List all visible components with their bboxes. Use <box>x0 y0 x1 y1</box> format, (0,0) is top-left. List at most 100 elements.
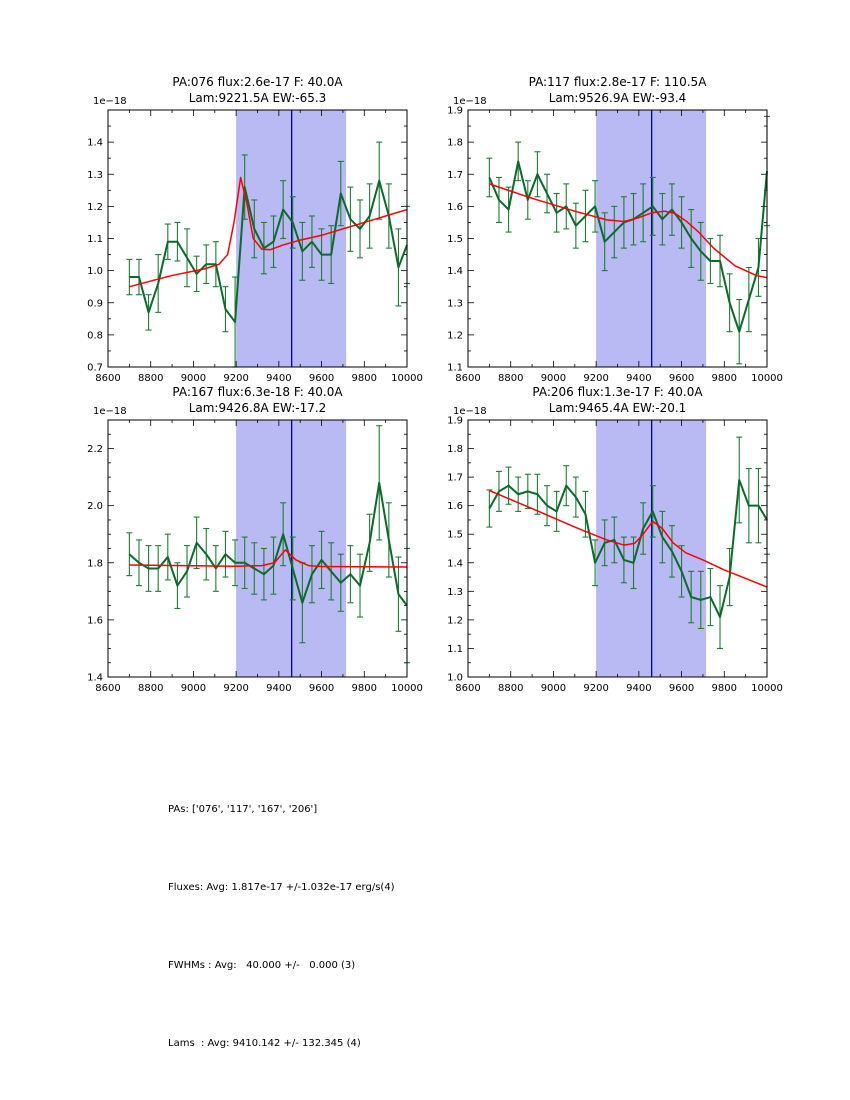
svg-text:1.4: 1.4 <box>447 266 463 277</box>
plot-area: 8600 8800 9000 9200 9400 9600 9800 10000 0.7 0.8 0… <box>87 109 423 384</box>
svg-text:9200: 9200 <box>583 373 608 384</box>
subplot-title-line2: Lam:9221.5A EW:-65.3 <box>189 91 327 105</box>
svg-text:1.0: 1.0 <box>87 266 103 277</box>
svg-text:10000: 10000 <box>391 683 423 694</box>
svg-text:1.7: 1.7 <box>447 473 463 484</box>
svg-text:8800: 8800 <box>138 683 163 694</box>
svg-text:8800: 8800 <box>138 373 163 384</box>
axis-tick-labels: 8600 8800 9000 9200 9400 9600 9800 10000 1.1 1.2 1… <box>447 106 783 385</box>
svg-text:1.5: 1.5 <box>447 530 463 541</box>
model-fit-line <box>489 183 768 279</box>
plot-area: 8600 8800 9000 9200 9400 9600 9800 10000 1.1 1.2 1… <box>447 106 783 385</box>
svg-text:1.4: 1.4 <box>447 558 463 569</box>
subplot-title-line1: PA:076 flux:2.6e-17 F: 40.0A <box>172 75 343 89</box>
plot-area: 8600 8800 9000 9200 9400 9600 9800 10000 1.4 1.6 1… <box>87 419 423 694</box>
plot-area: 8600 8800 9000 9200 9400 9600 9800 10000 1.0 1.1 1… <box>447 416 783 695</box>
axis-tick-labels: 8600 8800 9000 9200 9400 9600 9800 10000 1.0 1.1 1… <box>447 416 783 695</box>
svg-text:9200: 9200 <box>223 373 248 384</box>
subplot-pa167: PA:167 flux:6.3e-18 F: 40.0A Lam:9426.8A… <box>87 385 423 694</box>
subplot-title-line1: PA:117 flux:2.8e-17 F: 110.5A <box>529 75 708 89</box>
svg-text:1.2: 1.2 <box>87 202 103 213</box>
svg-text:1.4: 1.4 <box>87 138 103 149</box>
y-axis-offset-label: 1e−18 <box>93 406 127 417</box>
stats-line: PAs: ['076', '117', '167', '206'] <box>168 804 318 815</box>
svg-text:8600: 8600 <box>455 683 480 694</box>
y-axis-offset-label: 1e−18 <box>453 96 487 107</box>
svg-text:1.1: 1.1 <box>87 234 103 245</box>
svg-text:9400: 9400 <box>266 683 291 694</box>
svg-text:10000: 10000 <box>751 373 783 384</box>
svg-text:1.2: 1.2 <box>447 330 463 341</box>
subplot-pa206: PA:206 flux:1.3e-17 F: 40.0A Lam:9465.4A… <box>447 385 783 695</box>
svg-text:1.1: 1.1 <box>447 644 463 655</box>
subplot-title-line1: PA:167 flux:6.3e-18 F: 40.0A <box>172 385 343 399</box>
subplot-title-line1: PA:206 flux:1.3e-17 F: 40.0A <box>532 385 703 399</box>
svg-text:9000: 9000 <box>541 683 566 694</box>
spectrum-data-line <box>128 481 408 607</box>
svg-text:9800: 9800 <box>352 373 377 384</box>
stats-line: Lams : Avg: 9410.142 +/- 132.345 (4) <box>168 1038 361 1049</box>
axes-frame <box>107 109 408 368</box>
subplot-pa117: PA:117 flux:2.8e-17 F: 110.5A Lam:9526.9… <box>447 75 783 385</box>
svg-text:1.6: 1.6 <box>447 202 463 213</box>
svg-text:8800: 8800 <box>498 683 523 694</box>
svg-text:9600: 9600 <box>309 683 334 694</box>
svg-text:8800: 8800 <box>498 373 523 384</box>
svg-text:1.8: 1.8 <box>87 558 103 569</box>
axis-tick-labels: 8600 8800 9000 9200 9400 9600 9800 10000 1.4 1.6 1… <box>87 444 423 694</box>
svg-text:1.9: 1.9 <box>447 106 463 117</box>
svg-text:1.1: 1.1 <box>447 363 463 374</box>
subplot-pa076: PA:076 flux:2.6e-17 F: 40.0A Lam:9221.5A… <box>87 75 423 384</box>
svg-text:1.3: 1.3 <box>87 170 103 181</box>
svg-text:9200: 9200 <box>583 683 608 694</box>
stats-block: PAs: ['076', '117', '167', '206'] Fluxes… <box>168 745 395 1100</box>
svg-text:1.8: 1.8 <box>447 138 463 149</box>
svg-text:9200: 9200 <box>223 683 248 694</box>
subplot-title-line2: Lam:9465.4A EW:-20.1 <box>549 401 687 415</box>
svg-text:9600: 9600 <box>669 373 694 384</box>
spectrum-data-line <box>488 478 768 619</box>
axes-frame <box>467 419 768 678</box>
svg-text:2.2: 2.2 <box>87 444 103 455</box>
svg-text:1.5: 1.5 <box>447 234 463 245</box>
axis-tick-labels: 8600 8800 9000 9200 9400 9600 9800 10000 0.7 0.8 0… <box>87 138 423 384</box>
svg-text:1.3: 1.3 <box>447 587 463 598</box>
axes-frame <box>107 419 408 678</box>
svg-text:0.7: 0.7 <box>87 363 103 374</box>
svg-text:0.9: 0.9 <box>87 298 103 309</box>
svg-text:9600: 9600 <box>669 683 694 694</box>
y-axis-offset-label: 1e−18 <box>453 406 487 417</box>
svg-text:8600: 8600 <box>455 373 480 384</box>
svg-text:9800: 9800 <box>712 373 737 384</box>
svg-text:10000: 10000 <box>391 373 423 384</box>
svg-text:1.4: 1.4 <box>87 673 103 684</box>
svg-text:2.0: 2.0 <box>87 501 103 512</box>
subplot-title-line2: Lam:9426.8A EW:-17.2 <box>189 401 327 415</box>
svg-text:0.8: 0.8 <box>87 330 103 341</box>
svg-text:9000: 9000 <box>181 373 206 384</box>
stats-line: Fluxes: Avg: 1.817e-17 +/-1.032e-17 erg/… <box>168 882 395 893</box>
axes-frame <box>467 109 768 368</box>
svg-text:1.7: 1.7 <box>447 170 463 181</box>
svg-text:1.6: 1.6 <box>447 501 463 512</box>
subplot-title-line2: Lam:9526.9A EW:-93.4 <box>549 91 687 105</box>
y-axis-offset-label: 1e−18 <box>93 96 127 107</box>
svg-text:9800: 9800 <box>352 683 377 694</box>
model-fit-line <box>129 549 408 568</box>
svg-text:8600: 8600 <box>95 373 120 384</box>
svg-text:10000: 10000 <box>751 683 783 694</box>
svg-text:1.9: 1.9 <box>447 416 463 427</box>
model-fit-line <box>489 489 768 588</box>
svg-text:9400: 9400 <box>626 373 651 384</box>
svg-text:1.3: 1.3 <box>447 298 463 309</box>
svg-text:9400: 9400 <box>266 373 291 384</box>
svg-text:9400: 9400 <box>626 683 651 694</box>
svg-text:1.8: 1.8 <box>447 444 463 455</box>
svg-text:9800: 9800 <box>712 683 737 694</box>
svg-text:9600: 9600 <box>309 373 334 384</box>
svg-text:9000: 9000 <box>181 683 206 694</box>
svg-text:1.2: 1.2 <box>447 615 463 626</box>
svg-text:1.0: 1.0 <box>447 673 463 684</box>
spectrum-data-line <box>129 179 408 324</box>
